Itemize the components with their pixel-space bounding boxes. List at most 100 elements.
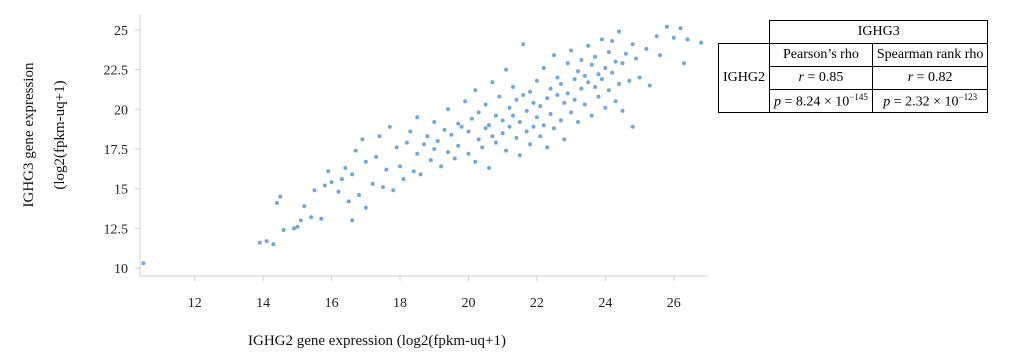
data-point [343, 166, 348, 170]
data-point [671, 35, 676, 40]
data-point [593, 85, 598, 89]
data-point [682, 61, 686, 66]
data-point [339, 177, 344, 182]
data-point [699, 40, 704, 45]
data-point [374, 154, 379, 159]
data-point [637, 75, 642, 80]
data-point [141, 261, 146, 266]
data-point [469, 116, 474, 121]
data-point [487, 123, 491, 128]
data-point [514, 135, 519, 140]
data-point [370, 181, 375, 186]
data-point [548, 112, 553, 116]
spearman-p-cell: p = 2.32 × 10−123 [871, 89, 989, 113]
x-tick-label: 24 [598, 296, 612, 311]
y-axis-title-line1: IGHG3 gene expression [21, 62, 37, 207]
data-point [630, 124, 635, 129]
pearson-header-cell: Pearson’s rho [769, 43, 873, 67]
data-point [620, 61, 625, 66]
pearson-p-exponent: −145 [849, 91, 868, 102]
data-point [281, 228, 286, 232]
data-point [456, 143, 461, 148]
data-point [446, 150, 450, 155]
data-point [514, 97, 519, 102]
data-point [346, 199, 351, 204]
data-point [552, 53, 556, 58]
data-point [449, 132, 454, 137]
data-point [599, 77, 604, 82]
data-point [545, 96, 550, 101]
x-tick-label: 26 [667, 296, 681, 311]
data-point [558, 118, 563, 123]
data-point [487, 166, 491, 170]
data-point [278, 194, 283, 199]
data-point [630, 42, 635, 47]
data-point [579, 86, 584, 91]
data-point [322, 183, 327, 188]
x-axis-title: IGHG2 gene expression (log2(fpkm-uq+1) [248, 333, 506, 349]
data-point [558, 81, 563, 86]
data-point [517, 120, 522, 124]
data-point [309, 215, 314, 220]
data-point [452, 156, 457, 161]
data-point [476, 110, 481, 115]
scatter-chart: 10 12.5 15 17.5 20 22.5 25 12 14 16 18 20 22 24 26 IGH… [21, 14, 708, 349]
table-r-row: r = 0.85 r = 0.82 [719, 66, 989, 90]
pearson-r-cell: r = 0.85 [769, 66, 873, 90]
spearman-p-exponent: −123 [958, 91, 978, 102]
data-point [603, 66, 608, 70]
y-tick-label: 12.5 [104, 222, 129, 237]
data-point [593, 54, 598, 59]
x-tick-label: 22 [530, 296, 544, 311]
data-point [521, 42, 526, 47]
data-point [538, 104, 543, 109]
data-point [610, 70, 615, 75]
x-tick-label: 16 [325, 296, 339, 311]
data-point [528, 89, 533, 94]
data-point [685, 37, 690, 42]
data-point [565, 61, 570, 66]
data-point [404, 140, 409, 145]
row-header-cell: IGHG2 [718, 43, 770, 113]
data-point [555, 75, 560, 80]
data-point [582, 102, 587, 107]
data-point [257, 240, 262, 245]
data-point [428, 158, 433, 163]
y-tick-label: 25 [114, 24, 128, 39]
data-point [511, 113, 515, 118]
x-tick-label: 20 [461, 296, 475, 311]
data-point [476, 137, 481, 142]
p-symbol: p [774, 94, 781, 110]
data-point [500, 131, 505, 136]
data-point [473, 159, 478, 164]
data-point [493, 140, 498, 145]
data-point [569, 110, 574, 115]
data-point [589, 62, 594, 67]
data-point [360, 137, 365, 142]
data-point [524, 129, 529, 134]
x-tick-label: 14 [256, 296, 270, 311]
data-point [647, 83, 652, 88]
data-point [654, 34, 659, 39]
data-point [599, 37, 604, 42]
data-point [271, 242, 276, 247]
axes-layer: 10 12.5 15 17.5 20 22.5 25 12 14 16 18 20 22 24 26 [104, 14, 708, 311]
y-tick-label: 17.5 [104, 143, 129, 158]
data-point [350, 172, 355, 177]
data-point [582, 73, 587, 78]
data-point [295, 224, 300, 229]
data-point [497, 94, 502, 99]
spearman-header-cell: Spearman rank rho [871, 43, 989, 67]
data-point [357, 193, 361, 197]
data-point [415, 151, 420, 156]
data-point [350, 218, 355, 223]
data-point [545, 145, 550, 150]
data-point [569, 48, 574, 53]
data-point [572, 97, 577, 102]
spearman-r-value: = 0.82 [913, 70, 953, 85]
data-point [415, 115, 420, 120]
data-point [401, 177, 406, 182]
data-point [528, 142, 533, 147]
data-point [432, 120, 437, 124]
data-point [418, 172, 423, 177]
